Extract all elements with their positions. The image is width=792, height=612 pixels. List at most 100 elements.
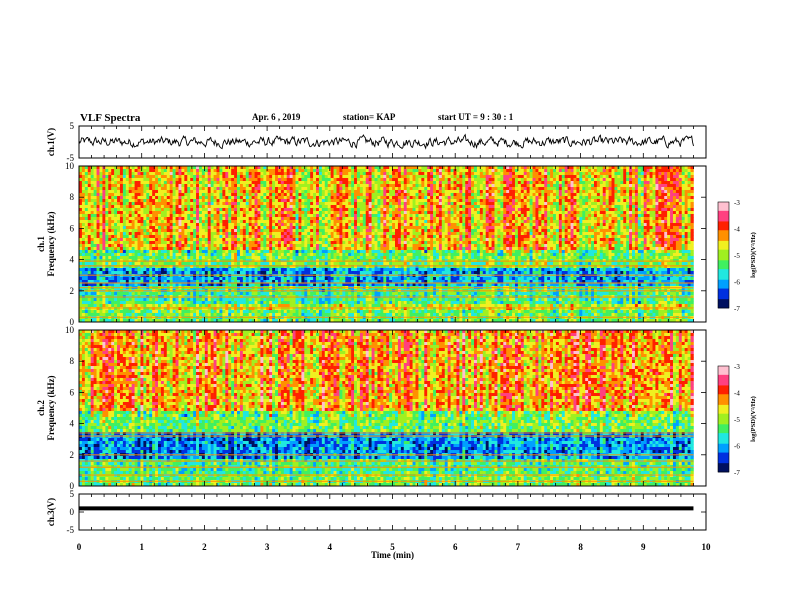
ch1-spectrogram-cell (632, 223, 636, 227)
ch1-spectrogram-cell (122, 172, 127, 176)
ch1-spectrogram-cell (670, 226, 674, 230)
ch1-spectrogram-cell (485, 166, 489, 170)
ch1-spectrogram-cell (602, 232, 606, 236)
date-label: Apr. 6 , 2019 (252, 112, 300, 122)
ch1-spectrogram-cell (298, 226, 302, 230)
ch1-spectrogram-cell (649, 229, 653, 233)
ch1-spectrogram-cell (591, 172, 595, 176)
ch1-spectrogram-cell (474, 190, 478, 194)
ch1-spectrogram-cell (228, 220, 232, 224)
ch1-spectrogram-cell (649, 184, 653, 188)
ch1-spectrogram-cell (520, 229, 525, 233)
ch1-spectrogram-cell (277, 169, 282, 173)
ch1-spectrogram-cell (433, 220, 437, 224)
ch1-spectrogram-cell (392, 232, 396, 236)
ch1-spectrogram-cell (599, 220, 604, 224)
ch1-spectrogram-cell (664, 181, 668, 185)
ch1-spectrogram-cell (640, 217, 645, 221)
ch1-spectrogram-cell (102, 202, 106, 206)
ch1-spectrogram-cell (409, 199, 413, 203)
ch1-spectrogram-cell (149, 229, 153, 233)
ch1-spectrogram-cell (359, 169, 364, 173)
ch1-spectrogram-cell (342, 175, 346, 179)
ch1-spectrogram-cell (198, 196, 203, 200)
ch1-spectrogram-cell (523, 217, 527, 221)
ch1-spectrogram-cell (102, 205, 106, 209)
ch1-spectrogram-cell (397, 226, 402, 230)
ch1-spectrogram-cell (570, 205, 574, 209)
ch1-spectrogram-cell (681, 220, 685, 224)
ch1-spectrogram-cell (400, 214, 405, 218)
ch1-spectrogram-cell (166, 196, 171, 200)
ch1-spectrogram-cell (506, 232, 510, 236)
ch1-spectrogram-cell (225, 223, 229, 227)
ch1-spectrogram-cell (649, 190, 653, 194)
ch1-spectrogram-cell (670, 220, 674, 224)
ch1-spectrogram-cell (512, 229, 516, 233)
ch1-spectrogram-cell (596, 202, 601, 206)
ch1-spectrogram-cell (201, 175, 206, 179)
ch1-spectrogram-cell (652, 202, 656, 206)
ch1-spectrogram-cell (611, 172, 615, 176)
ch1-spectrogram-cell (535, 217, 539, 221)
ch1-spectrogram-cell (160, 187, 165, 191)
ch1-spectrogram-cell (210, 205, 214, 209)
ch1-spectrogram-cell (158, 214, 162, 218)
ch1-spectrogram-cell (324, 208, 329, 212)
ch1-spectrogram-cell (397, 229, 402, 233)
ch1-spectrogram-cell (339, 181, 343, 185)
ch1-spectrogram-cell (166, 187, 171, 191)
ch1-spectrogram-cell (661, 190, 665, 194)
ch1-spectrogram-cell (248, 211, 252, 215)
ch1-spectrogram-cell (576, 220, 580, 224)
ch1-spectrogram-cell (471, 175, 475, 179)
ch1-spectrogram-cell (160, 208, 165, 212)
ch1-spectrogram-cell (690, 175, 694, 179)
ch1-spectrogram-cell (184, 190, 188, 194)
ch1-spectrogram-cell (494, 184, 498, 188)
ch1-spectrogram-cell (415, 229, 419, 233)
ch1-spectrogram-cell (87, 199, 92, 203)
ch1-spectrogram-cell (611, 175, 615, 179)
ch1-spectrogram-cell (178, 226, 182, 230)
ch1-spectrogram-cell (506, 220, 510, 224)
ch1-spectrogram-cell (277, 181, 282, 185)
ch1-spectrogram-cell (576, 178, 580, 182)
ch1-spectrogram-cell (517, 232, 522, 236)
ch1-spectrogram-cell (430, 205, 434, 209)
ch1-spectrogram-cell (280, 172, 285, 176)
ch1-spectrogram-cell (596, 184, 601, 188)
ch1-spectrogram-cell (491, 187, 495, 191)
ch1-spectrogram-cell (96, 187, 100, 191)
ch1-spectrogram-cell (128, 235, 132, 239)
ch1-spectrogram-cell (585, 208, 589, 212)
ch1-spectrogram-cell (652, 226, 656, 230)
ch1-spectrogram-cell (117, 229, 121, 233)
ch1-spectrogram-cell (187, 208, 191, 212)
ch1-spectrogram-cell (146, 190, 150, 194)
ch1-spectrogram-cell (435, 187, 440, 191)
ch1-spectrogram-cell (342, 199, 346, 203)
ch1-spectrogram-cell (550, 220, 554, 224)
ch1-spectrogram-cell (383, 184, 387, 188)
ch1-spectrogram-cell (146, 193, 150, 197)
ch1-spectrogram-cell (196, 175, 200, 179)
ch1-spectrogram-cell (365, 199, 369, 203)
ch1-spectrogram-cell (137, 175, 141, 179)
ch1-spectrogram-cell (664, 190, 668, 194)
ch1-spectrogram-cell (354, 202, 358, 206)
ch1-spectrogram-cell (658, 226, 662, 230)
ch1-spectrogram-cell (626, 199, 630, 203)
ch1-spectrogram-cell (193, 214, 197, 218)
ch1-spectrogram-cell (175, 199, 179, 203)
ch1-spectrogram-cell (535, 169, 539, 173)
ch1-spectrogram-cell (535, 166, 539, 170)
ch1-spectrogram-cell (292, 190, 296, 194)
ch1-spectrogram-cell (424, 205, 428, 209)
ch1-spectrogram-cell (155, 211, 159, 215)
ch1-spectrogram-cell (163, 202, 168, 206)
ch1-spectrogram-cell (137, 217, 141, 221)
ch1-spectrogram-cell (307, 202, 311, 206)
ch1-spectrogram-cell (260, 208, 264, 212)
ch1-spectrogram-cell (620, 217, 624, 221)
